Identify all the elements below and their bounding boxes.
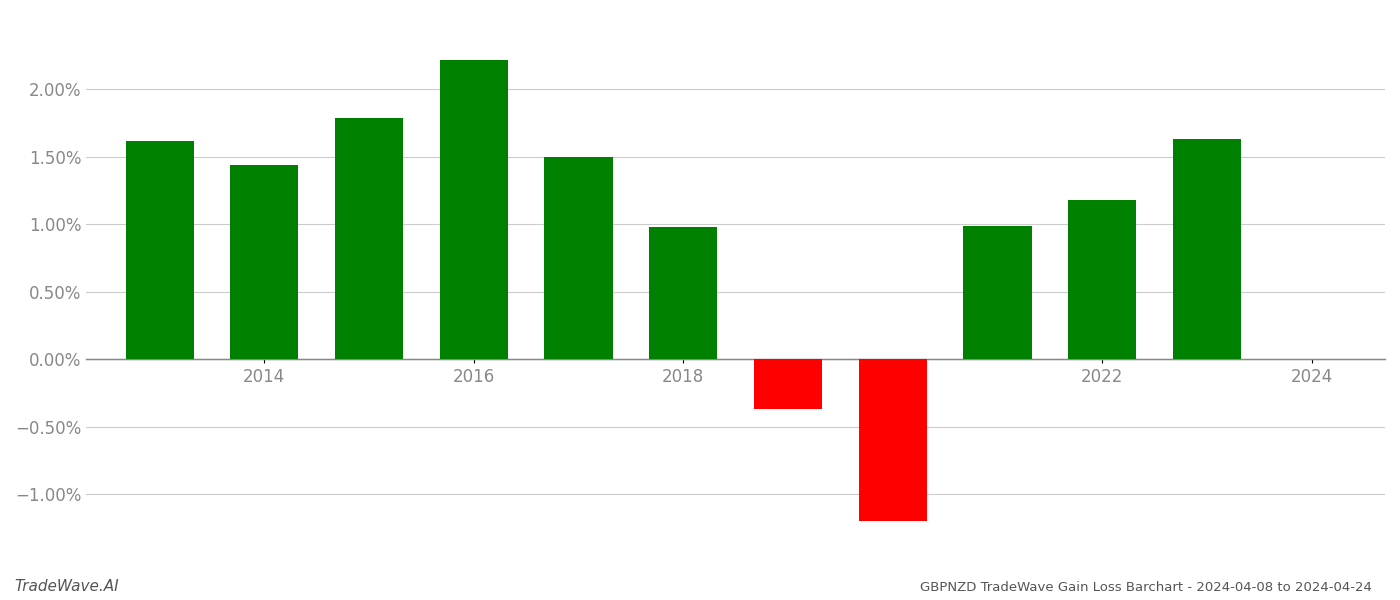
Bar bbox=[755, 359, 822, 409]
Bar bbox=[126, 140, 193, 359]
Text: GBPNZD TradeWave Gain Loss Barchart - 2024-04-08 to 2024-04-24: GBPNZD TradeWave Gain Loss Barchart - 20… bbox=[920, 581, 1372, 594]
Bar bbox=[1068, 200, 1137, 359]
Bar bbox=[230, 165, 298, 359]
Bar bbox=[1173, 139, 1240, 359]
Text: TradeWave.AI: TradeWave.AI bbox=[14, 579, 119, 594]
Bar bbox=[963, 226, 1032, 359]
Bar bbox=[545, 157, 613, 359]
Bar bbox=[858, 359, 927, 521]
Bar bbox=[650, 227, 717, 359]
Bar bbox=[335, 118, 403, 359]
Bar bbox=[440, 59, 508, 359]
